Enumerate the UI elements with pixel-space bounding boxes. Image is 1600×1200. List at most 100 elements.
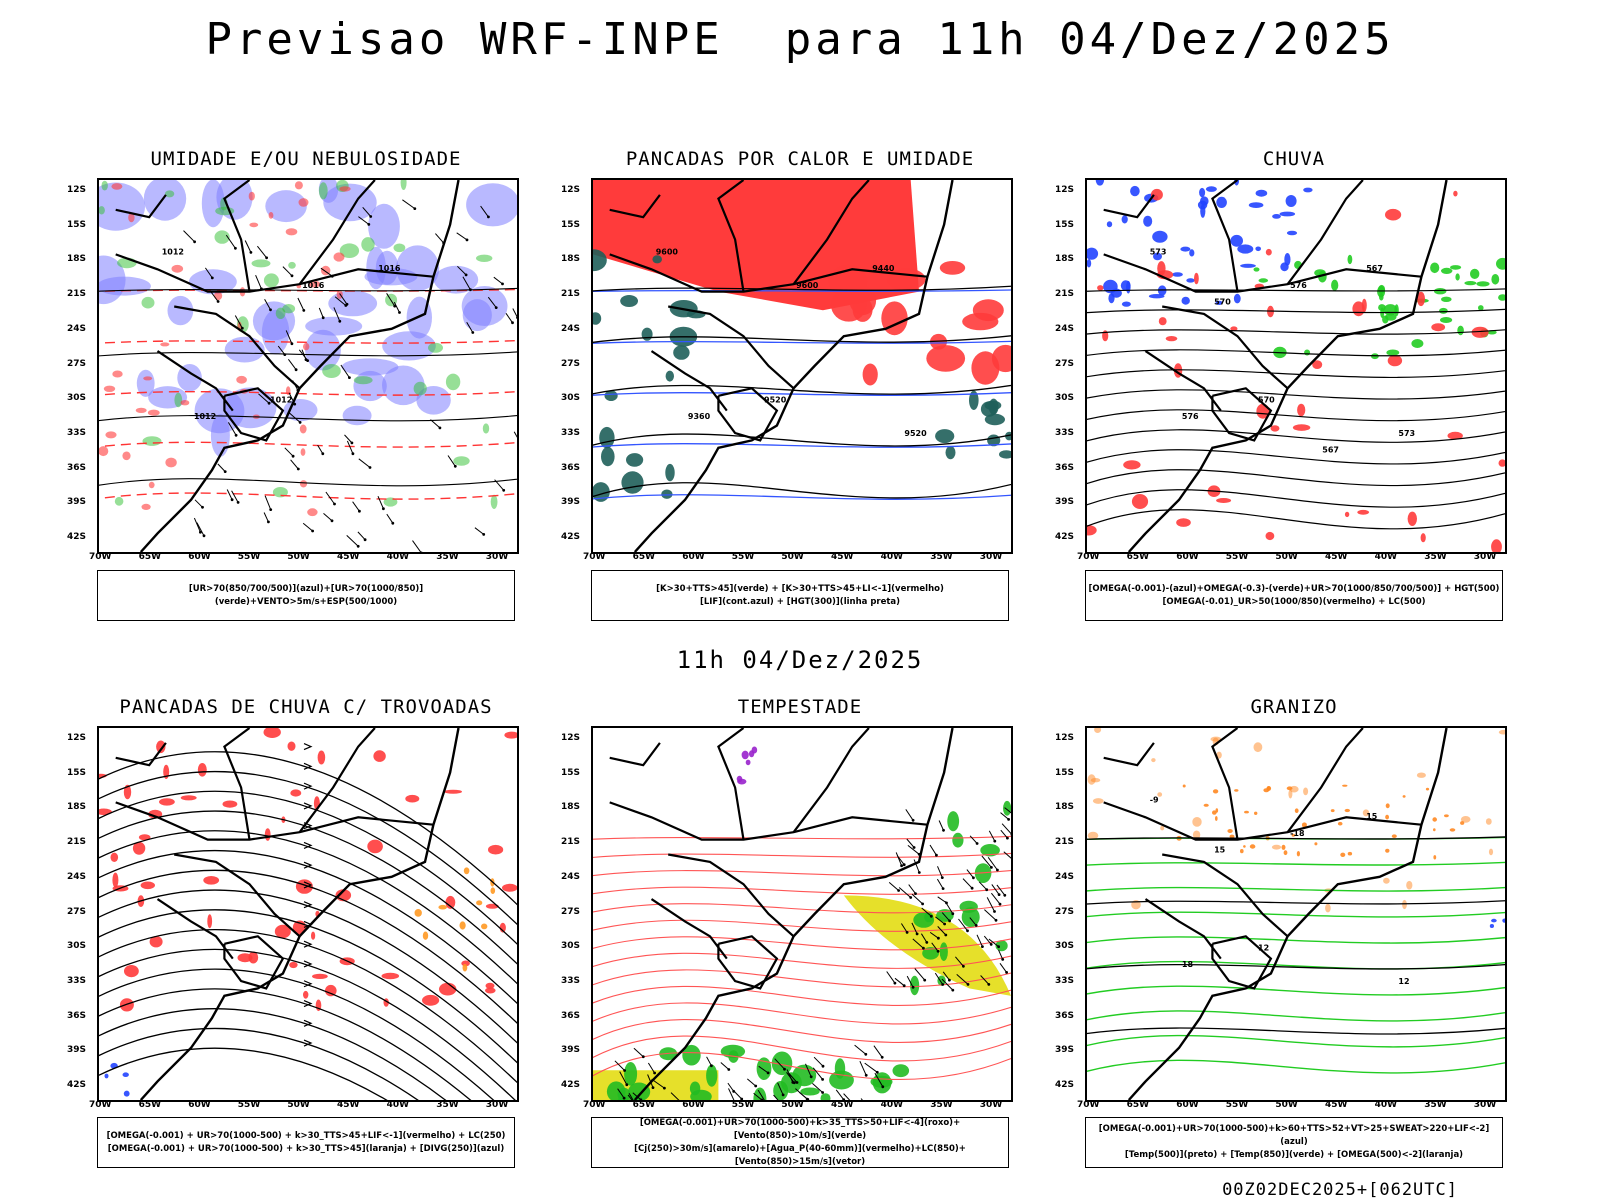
legend-box-1: [UR>70(850/700/500)](azul)+[UR>70(1000/8… bbox=[97, 570, 515, 621]
lifted-index-contour bbox=[593, 392, 1011, 396]
omega-green-area bbox=[1331, 279, 1339, 291]
temp850-green-area bbox=[1157, 792, 1163, 797]
wind-vector-head bbox=[398, 311, 401, 314]
wind-vector bbox=[981, 855, 992, 868]
wind-vector bbox=[474, 527, 485, 535]
legend-line: [OMEGA(-0.001) + UR>70(1000-500) + k>30_… bbox=[107, 1143, 505, 1154]
wind-vector bbox=[287, 359, 297, 370]
wind-vector-head bbox=[948, 919, 951, 923]
wind-vector bbox=[264, 495, 272, 510]
omega-green-area bbox=[1496, 257, 1505, 270]
lat-tick-label: 21S bbox=[67, 837, 87, 848]
legend-line: [OMEGA(-0.001)+UR>70(1000-500)+k>35_TTS>… bbox=[639, 1117, 961, 1141]
streamline-arrow bbox=[303, 881, 313, 889]
wind-vector bbox=[728, 1088, 735, 1100]
temp850-green-area bbox=[1271, 844, 1282, 850]
wind-vector bbox=[318, 307, 324, 318]
moist-area bbox=[641, 327, 653, 341]
instability-area bbox=[962, 312, 999, 331]
rain-red-area bbox=[1123, 460, 1141, 470]
country-border bbox=[1144, 898, 1222, 960]
wind-vector-head bbox=[420, 551, 423, 552]
temp850-green-area bbox=[1151, 758, 1156, 763]
wind-vector-head bbox=[935, 853, 938, 857]
wind-vector bbox=[1003, 851, 1011, 859]
wind-vector-head bbox=[234, 433, 238, 437]
red-contour bbox=[171, 264, 184, 273]
moist-area bbox=[652, 255, 662, 264]
streamline bbox=[99, 1047, 388, 1100]
contour-label: 576 bbox=[1182, 412, 1199, 421]
omega-green-area bbox=[1378, 284, 1386, 294]
moist-area bbox=[620, 295, 638, 307]
humidity-1000-contour bbox=[101, 180, 108, 191]
lat-tick-label: 18S bbox=[561, 254, 581, 265]
pressure-contour bbox=[99, 414, 517, 422]
wind-vector bbox=[774, 1058, 785, 1070]
thunder-red-area bbox=[123, 784, 132, 800]
thunder-red-area bbox=[504, 731, 517, 739]
omega500-orange-area bbox=[1229, 834, 1235, 839]
wind-vector-head bbox=[966, 983, 970, 986]
orange-area bbox=[438, 904, 448, 910]
red-contour bbox=[180, 400, 190, 406]
wind-vector bbox=[988, 830, 996, 842]
streamline bbox=[99, 968, 495, 1100]
wind-vector bbox=[864, 1062, 878, 1073]
red-contour bbox=[214, 291, 223, 301]
red-contour bbox=[308, 280, 321, 288]
wind-vector bbox=[301, 349, 307, 360]
wind-vector-head bbox=[905, 931, 909, 934]
wind-vector-head bbox=[368, 466, 372, 469]
wind-vector-head bbox=[821, 1078, 824, 1081]
omega-blue-area bbox=[1120, 280, 1131, 291]
orange-area bbox=[1432, 817, 1437, 822]
hgt500-contour bbox=[1087, 349, 1505, 357]
legend-line: [UR>70(850/700/500)](azul)+[UR>70(1000/8… bbox=[188, 583, 424, 607]
wind-vector-head bbox=[781, 1093, 785, 1097]
thunder-red-area bbox=[499, 922, 506, 933]
wind-vector bbox=[282, 266, 293, 277]
rain-red-area bbox=[1176, 518, 1191, 527]
omega500-orange-area bbox=[1314, 842, 1318, 846]
wind850-green-area bbox=[922, 947, 939, 960]
wind-vector bbox=[234, 315, 243, 329]
moist-area bbox=[945, 446, 956, 460]
omega-blue-area bbox=[1106, 221, 1113, 228]
panel-title-6: GRANIZO bbox=[1250, 696, 1338, 718]
hgt500-contour bbox=[1087, 308, 1505, 314]
country-border bbox=[223, 387, 285, 442]
country-border bbox=[174, 305, 301, 390]
lat-tick-label: 15S bbox=[1055, 219, 1075, 230]
wind-vector-head bbox=[501, 282, 504, 286]
wind-vector-head bbox=[625, 1083, 629, 1087]
lon-tick-label: 60W bbox=[682, 552, 705, 562]
orange-area bbox=[1215, 816, 1218, 821]
wind-vector-head bbox=[267, 401, 271, 405]
wind-vector bbox=[991, 884, 1000, 895]
thunder-red-area bbox=[502, 883, 517, 892]
rain-red-area bbox=[1420, 533, 1426, 543]
streamline bbox=[99, 909, 517, 1064]
lat-tick-label: 39S bbox=[67, 1045, 87, 1056]
lat-tick-label: 21S bbox=[1055, 289, 1075, 300]
temp850-contour bbox=[1087, 1034, 1505, 1048]
country-border bbox=[668, 305, 795, 390]
humidity-1000-contour bbox=[445, 373, 461, 391]
map-svg: 573 570 567 576 576 573 570 567 bbox=[1087, 180, 1505, 552]
humidity-1000-contour bbox=[322, 364, 341, 378]
wind-vector-head bbox=[941, 887, 945, 890]
lc850-contour bbox=[593, 919, 1011, 932]
contour-label: 570 bbox=[1258, 395, 1275, 404]
wind-vector-head bbox=[809, 1075, 813, 1079]
rain-red-area bbox=[1344, 511, 1350, 518]
red-contour bbox=[103, 385, 116, 392]
wind-vector-head bbox=[639, 1098, 643, 1100]
hgt300-contour bbox=[593, 335, 1011, 344]
wind-vector-head bbox=[494, 306, 498, 309]
thunder-red-area bbox=[373, 750, 386, 762]
lat-tick-label: 12S bbox=[561, 733, 581, 743]
lon-tick-label: 70W bbox=[1077, 1100, 1100, 1110]
temp850-green-area bbox=[1192, 817, 1202, 827]
wind-vector-head bbox=[453, 464, 457, 468]
